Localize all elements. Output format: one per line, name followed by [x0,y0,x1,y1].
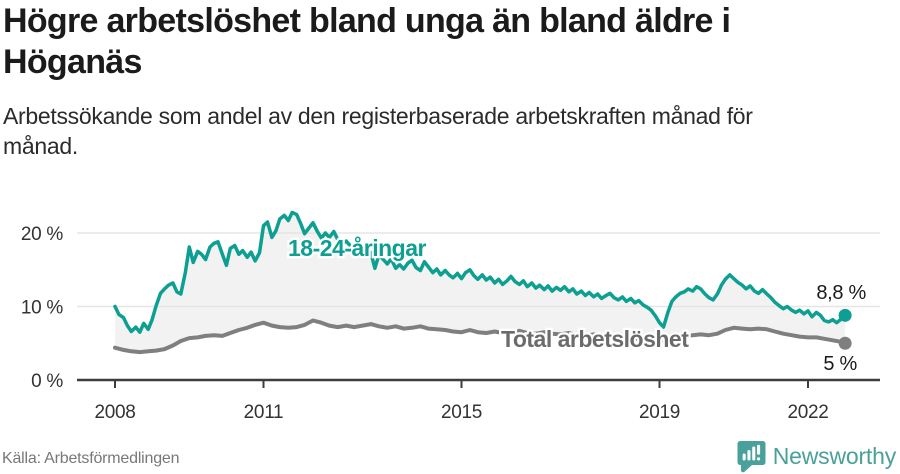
logo-bar-3 [751,446,756,461]
speech-bubble-tail [740,464,752,473]
subtitle-line-1: Arbetssökande som andel av den registerb… [3,103,753,129]
logo-bar-1 [742,453,746,461]
subtitle-line-2: månad. [3,133,78,159]
x-tick-label: 2022 [787,402,828,423]
speech-bubble-shape [737,441,766,465]
x-tick-label: 2008 [94,402,135,423]
y-tick-label: 10 % [21,298,64,319]
y-tick-label: 0 % [31,371,63,392]
page-title: Högre arbetslöshet bland unga än bland ä… [3,1,893,83]
total-unemployment-line [113,318,848,355]
title-line-1: Högre arbetslöshet bland unga än bland ä… [3,2,731,40]
source-note: Källa: Arbetsförmedlingen [2,450,180,467]
unemployment-line-chart: 0 % 10 % 20 % 2008 2011 2015 2019 2022 18-24-åri… [21,210,880,423]
logo-exclamation-bar [756,444,760,455]
young-series-label: 18-24-åringar [288,235,427,261]
title-line-2: Höganäs [3,43,142,81]
x-tick-label: 2015 [441,402,482,423]
series-band-fill [115,212,846,353]
newsworthy-icon [737,441,766,473]
young-unemployment-line [113,210,847,334]
x-tick-label: 2011 [244,402,284,423]
total-end-dot [838,336,852,350]
total-series-label: Total arbetslöshet [501,326,689,352]
brand-logo[interactable]: Newsworthy [737,440,896,473]
chart-subtitle: Arbetssökande som andel av den registerb… [3,101,883,161]
logo-exclamation-dot [756,457,760,461]
total-end-value: 5 % [823,353,857,375]
logo-bar-2 [747,450,751,461]
brand-name: Newsworthy [772,443,896,469]
y-tick-label: 20 % [21,224,64,245]
young-end-dot [838,308,852,322]
young-end-value: 8,8 % [816,282,866,304]
x-tick-label: 2019 [639,402,680,423]
